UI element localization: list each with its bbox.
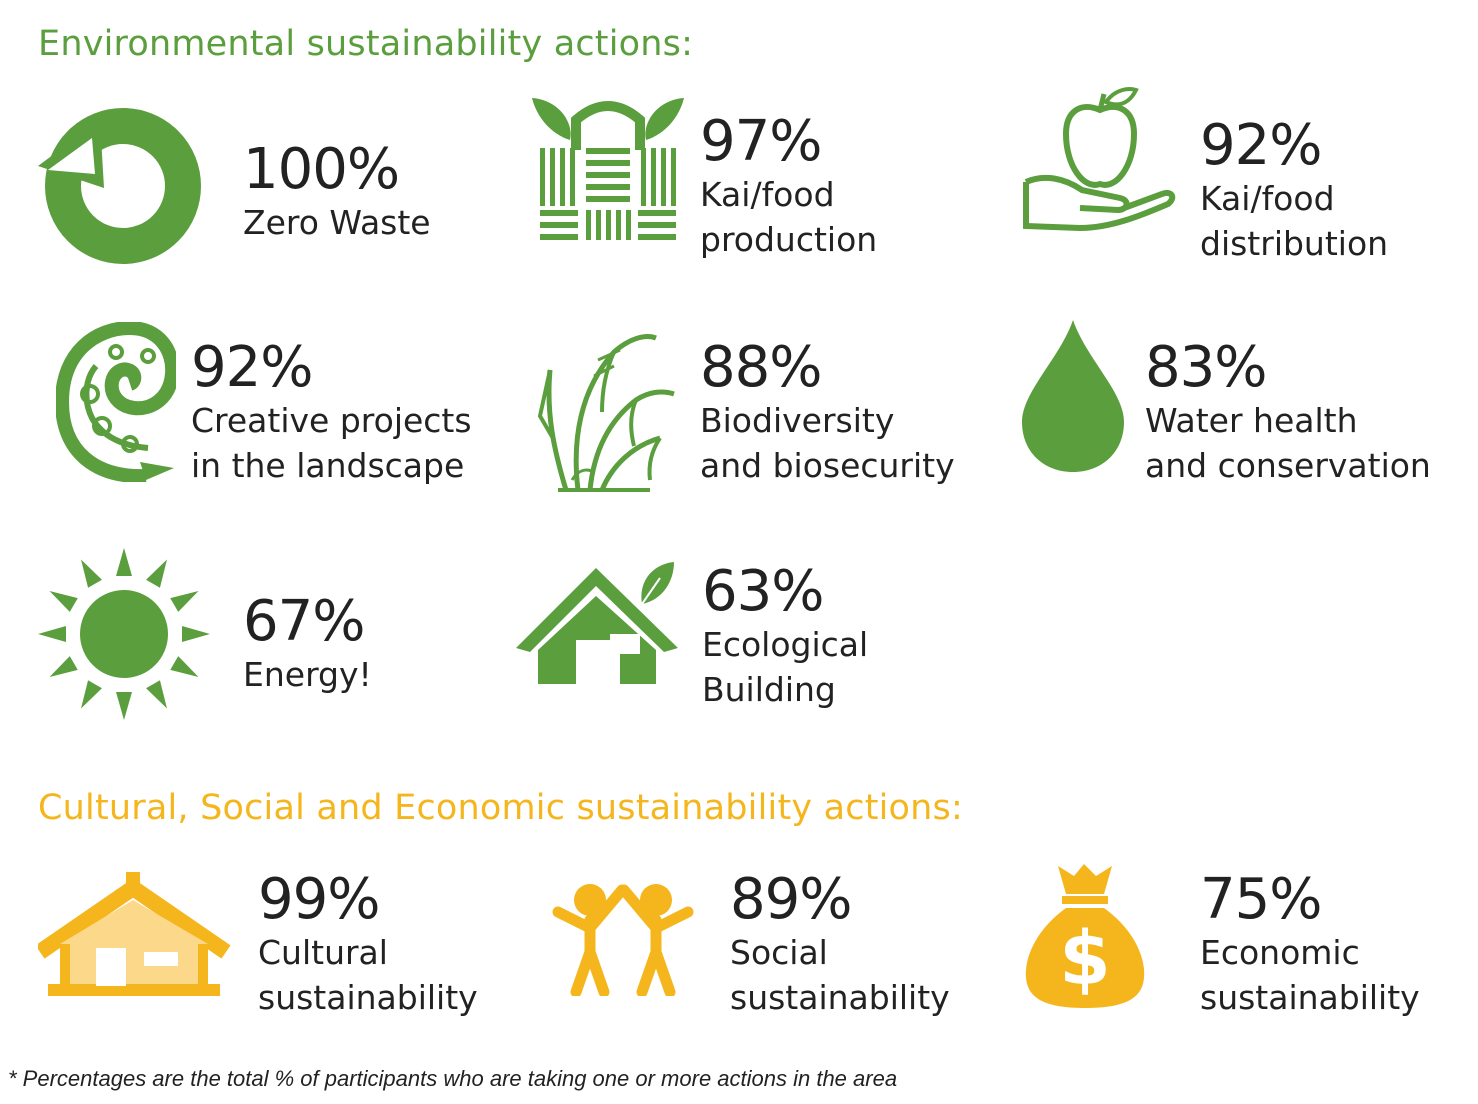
percent-value: 88% (700, 335, 822, 400)
stat-label-line-2: sustainability (258, 978, 478, 1017)
percent-value: 67% (243, 589, 365, 654)
water-drop-icon (1022, 320, 1124, 472)
footnote: * Percentages are the total % of partici… (8, 1066, 898, 1091)
stat-label-line-2: and conservation (1145, 446, 1431, 485)
percent-value: 63% (702, 559, 824, 624)
svg-text:$: $ (1059, 916, 1111, 1002)
cultural-heading: Cultural, Social and Economic sustainabi… (38, 788, 963, 828)
stat-label: Cultural (258, 933, 388, 972)
percent-value: 99% (258, 867, 380, 932)
stat-label: Creative projects (191, 401, 472, 440)
stat-label: Zero Waste (243, 203, 431, 242)
percent-value: 92% (191, 335, 313, 400)
apple-in-hand-icon (1023, 87, 1176, 232)
stat-label-line-2: sustainability (1200, 978, 1420, 1017)
environmental-heading: Environmental sustainability actions: (38, 24, 694, 64)
stat-label: Social (730, 933, 828, 972)
stat-label: Biodiversity (700, 401, 895, 440)
grass-plant-icon (537, 334, 675, 492)
percent-value: 97% (700, 109, 822, 174)
stat-label: Kai/food (700, 175, 835, 214)
stat-label: Energy! (243, 655, 372, 694)
percent-value: 89% (730, 867, 852, 932)
recycle-arrow-icon (38, 108, 201, 264)
sun-icon (38, 548, 210, 720)
money-bag-icon: $ (1025, 864, 1145, 1008)
percent-value: 83% (1145, 335, 1267, 400)
stat-label-line-2: distribution (1200, 224, 1389, 263)
woven-basket-icon (532, 98, 684, 240)
stat-label: Water health (1145, 401, 1358, 440)
stat-label-line-2: in the landscape (191, 446, 465, 485)
koru-fern-icon (56, 322, 176, 482)
stat-label-line-2: production (700, 220, 878, 259)
meeting-house-icon (38, 872, 231, 996)
stat-label: Economic (1200, 933, 1360, 972)
stat-label: Kai/food (1200, 179, 1335, 218)
percent-value: 100% (243, 137, 400, 202)
stat-label-line-2: Building (702, 670, 836, 709)
percent-value: 92% (1200, 113, 1322, 178)
eco-house-icon (516, 562, 678, 684)
percent-value: 75% (1200, 867, 1322, 932)
stat-label-line-2: sustainability (730, 978, 950, 1017)
stat-label: Ecological (702, 625, 869, 664)
people-holding-hands-icon (552, 884, 694, 996)
stat-label-line-2: and biosecurity (700, 446, 955, 485)
